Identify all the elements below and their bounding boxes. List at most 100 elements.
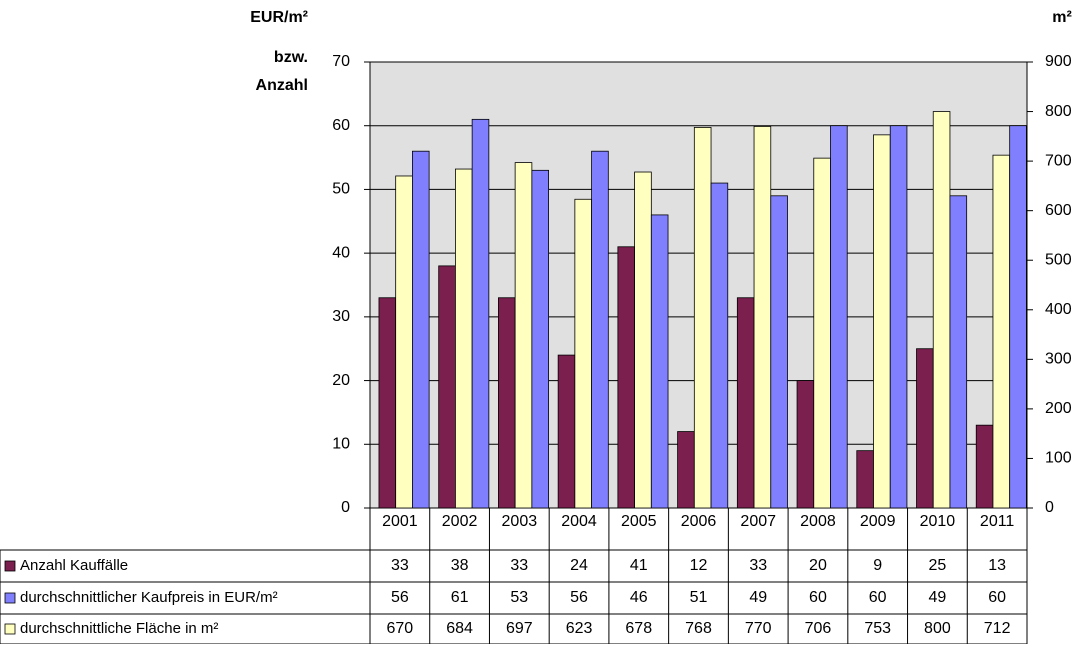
bar [412, 150, 430, 509]
bar [471, 118, 490, 509]
bar [617, 246, 635, 509]
x-tick-label: 2007 [740, 513, 776, 530]
bar [693, 127, 712, 509]
table-value: 770 [745, 620, 772, 637]
bar [916, 348, 934, 509]
y-tick-label: 10 [332, 436, 350, 453]
table-value: 46 [630, 589, 648, 606]
bar [932, 111, 951, 509]
bar [455, 168, 473, 509]
table-value: 800 [924, 620, 951, 637]
table-value: 61 [451, 589, 469, 606]
table-value: 697 [506, 620, 533, 637]
bar [650, 214, 669, 509]
bar [753, 126, 772, 509]
table-value: 12 [690, 557, 708, 574]
y2-tick-label: 100 [1045, 450, 1072, 467]
table-value: 24 [570, 557, 588, 574]
bar [378, 297, 397, 509]
legend-swatch [4, 592, 16, 604]
table-value: 41 [630, 557, 648, 574]
x-tick-label: 2005 [621, 513, 657, 530]
table-value: 60 [988, 589, 1006, 606]
y-axis-label: Anzahl [256, 77, 308, 94]
table-value: 60 [869, 589, 887, 606]
x-tick-label: 2006 [681, 513, 717, 530]
legend-label: Anzahl Kauffälle [20, 557, 128, 574]
bar [395, 175, 413, 509]
table-value: 684 [446, 620, 473, 637]
y-tick-label: 0 [341, 499, 350, 516]
table-value: 20 [809, 557, 827, 574]
bar [873, 134, 891, 509]
bar [531, 169, 549, 509]
table-value: 25 [929, 557, 947, 574]
x-tick-label: 2001 [382, 513, 418, 530]
bar [796, 380, 815, 509]
bar [557, 354, 576, 509]
bar [813, 157, 831, 509]
table-value: 33 [749, 557, 767, 574]
y-tick-label: 50 [332, 181, 350, 198]
legend-swatch [4, 560, 16, 572]
y-axis-label: EUR/m² [250, 9, 308, 26]
y2-tick-label: 400 [1045, 301, 1072, 318]
bar [438, 265, 456, 509]
y-axis-label: bzw. [274, 49, 308, 66]
bar [889, 125, 908, 509]
y2-tick-label: 200 [1045, 400, 1072, 417]
table-value: 38 [451, 557, 469, 574]
bar [574, 198, 592, 509]
y-tick-label: 70 [332, 53, 350, 70]
table-value: 753 [864, 620, 891, 637]
legend-swatch [4, 623, 16, 635]
table-value: 49 [929, 589, 947, 606]
x-tick-label: 2004 [561, 513, 597, 530]
table-value: 712 [984, 620, 1011, 637]
y-tick-label: 40 [332, 244, 350, 261]
bar [992, 154, 1011, 509]
bar [634, 171, 652, 509]
bar [710, 182, 729, 509]
table-value: 33 [510, 557, 528, 574]
legend-label: durchschnittliche Fläche in m² [20, 620, 218, 637]
y-tick-label: 60 [332, 117, 350, 134]
table-value: 60 [809, 589, 827, 606]
bar [770, 195, 788, 509]
y2-tick-label: 600 [1045, 202, 1072, 219]
table-value: 13 [988, 557, 1006, 574]
bar [830, 125, 848, 509]
table-value: 56 [570, 589, 588, 606]
bar [975, 424, 994, 509]
bar [677, 431, 695, 509]
x-tick-label: 2003 [502, 513, 538, 530]
bar [498, 297, 516, 509]
y2-tick-label: 500 [1045, 251, 1072, 268]
bar [514, 162, 533, 509]
y2-axis-label: m² [1052, 9, 1072, 26]
table-value: 706 [805, 620, 832, 637]
bar [736, 297, 755, 509]
table-value: 670 [387, 620, 414, 637]
y-tick-label: 20 [332, 372, 350, 389]
x-tick-label: 2011 [980, 513, 1015, 530]
table-value: 33 [391, 557, 409, 574]
table-value: 768 [685, 620, 712, 637]
legend-label: durchschnittlicher Kaufpreis in EUR/m² [20, 589, 278, 606]
table-value: 56 [391, 589, 409, 606]
x-tick-label: 2010 [920, 513, 956, 530]
bar [1009, 125, 1027, 509]
y-tick-label: 30 [332, 308, 350, 325]
table-value: 9 [873, 557, 882, 574]
table-value: 49 [749, 589, 767, 606]
bar [949, 195, 968, 509]
y2-tick-label: 300 [1045, 351, 1072, 368]
bar [591, 150, 609, 509]
table-value: 51 [690, 589, 708, 606]
x-tick-label: 2002 [442, 513, 478, 530]
y2-tick-label: 800 [1045, 103, 1072, 120]
bar [856, 450, 874, 509]
table-value: 623 [566, 620, 593, 637]
x-tick-label: 2009 [860, 513, 896, 530]
